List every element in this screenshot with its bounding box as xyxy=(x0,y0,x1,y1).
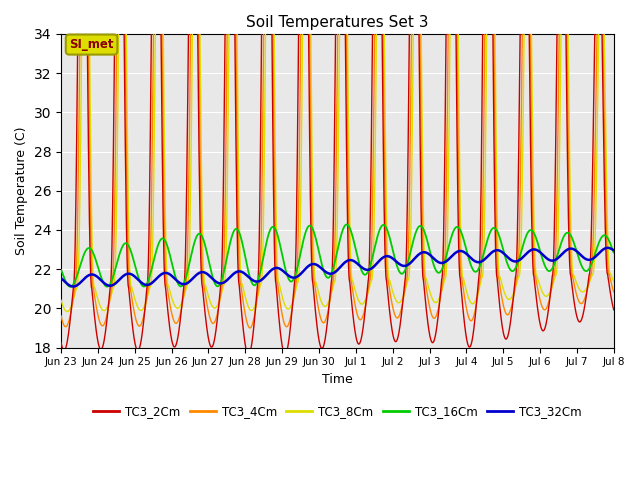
Text: SI_met: SI_met xyxy=(69,38,114,51)
Y-axis label: Soil Temperature (C): Soil Temperature (C) xyxy=(15,127,28,255)
X-axis label: Time: Time xyxy=(322,373,353,386)
Legend: TC3_2Cm, TC3_4Cm, TC3_8Cm, TC3_16Cm, TC3_32Cm: TC3_2Cm, TC3_4Cm, TC3_8Cm, TC3_16Cm, TC3… xyxy=(88,401,586,423)
Title: Soil Temperatures Set 3: Soil Temperatures Set 3 xyxy=(246,15,429,30)
